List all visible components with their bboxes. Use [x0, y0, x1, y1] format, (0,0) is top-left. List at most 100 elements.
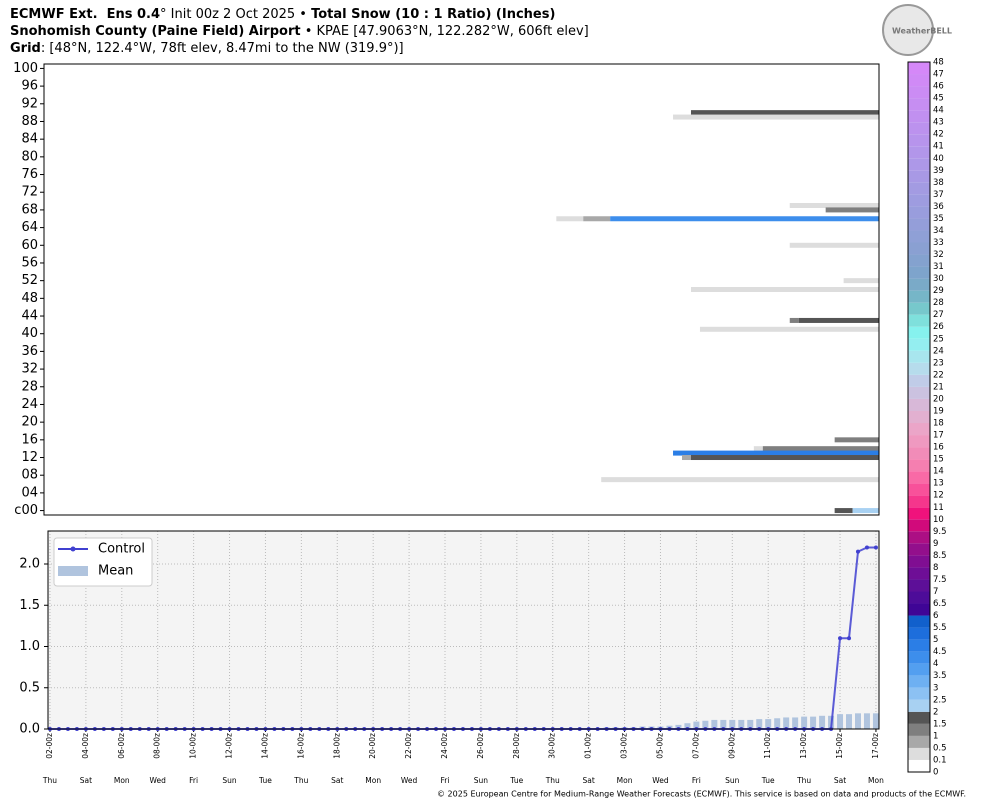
member-bar: [556, 216, 584, 222]
x-tick-label: 11-00z: [763, 733, 772, 759]
colorbar-bin: [908, 711, 930, 724]
y-tick-label: 1.5: [19, 598, 40, 613]
colorbar-label: 45: [933, 94, 944, 104]
mean-bar: [711, 719, 718, 729]
colorbar-bin: [908, 134, 930, 147]
colorbar-bin: [908, 254, 930, 267]
colorbar-bin: [908, 194, 930, 207]
x-tick-label: 09-00z: [727, 733, 736, 759]
header-text: ° Init 00z 2 Oct 2025 •: [160, 7, 312, 22]
mean-bar: [819, 715, 826, 729]
member-bar: [690, 287, 879, 292]
colorbar-bin: [908, 218, 930, 231]
mean-bar: [774, 718, 781, 729]
x-day-label: Sat: [582, 776, 594, 785]
colorbar-label: 44: [933, 106, 944, 116]
colorbar-label: 31: [933, 262, 944, 272]
x-tick-label: 17-00z: [871, 733, 880, 759]
colorbar-label: 27: [933, 310, 944, 320]
y-tick-label: 88: [21, 114, 38, 129]
x-tick-label: 28-00z: [512, 733, 521, 759]
colorbar-label: 42: [933, 130, 944, 140]
member-bar: [852, 508, 879, 514]
colorbar-bin: [908, 663, 930, 676]
colorbar-label: 20: [933, 394, 944, 404]
plot-area: [48, 531, 879, 729]
x-day-label: Thu: [293, 776, 308, 785]
colorbar-bin: [908, 158, 930, 171]
colorbar-label: 35: [933, 214, 944, 224]
colorbar-label: 9: [933, 539, 938, 549]
x-day-label: Mon: [365, 776, 381, 785]
colorbar-label: 4: [933, 659, 938, 669]
colorbar-label: 48: [933, 58, 944, 68]
member-bar: [690, 455, 879, 461]
colorbar-label: 30: [933, 274, 944, 284]
y-tick-label: 48: [21, 291, 38, 306]
colorbar-label: 18: [933, 419, 944, 429]
y-tick-label: 76: [21, 167, 38, 182]
colorbar-label: 39: [933, 166, 944, 176]
y-tick-label: 64: [21, 220, 38, 235]
x-day-label: Wed: [150, 776, 167, 785]
x-day-label: Sat: [80, 776, 92, 785]
colorbar-bin: [908, 350, 930, 363]
mean-bar: [783, 717, 790, 729]
colorbar-label: 2.5: [933, 695, 947, 705]
colorbar-label: 4.5: [933, 647, 947, 657]
x-tick-label: 18-00z: [332, 733, 341, 759]
x-tick-label: 20-00z: [368, 733, 377, 759]
x-day-label: Sat: [331, 776, 343, 785]
colorbar-label: 46: [933, 82, 944, 92]
y-tick-label: 2.0: [19, 557, 40, 572]
legend-dot: [70, 546, 76, 552]
colorbar-label: 5: [933, 635, 938, 645]
colorbar-label: 11: [933, 503, 944, 513]
mean-bar: [854, 713, 861, 729]
mean-bar: [702, 720, 709, 729]
colorbar-bin: [908, 471, 930, 484]
y-tick-label: 1.0: [19, 639, 40, 654]
colorbar-bin: [908, 639, 930, 652]
colorbar-label: 12: [933, 491, 944, 501]
colorbar-bin: [908, 266, 930, 279]
x-day-label: Mon: [114, 776, 130, 785]
colorbar-bin: [908, 759, 930, 772]
member-bar: [610, 216, 879, 222]
colorbar-label: 13: [933, 479, 944, 489]
y-tick-label: 68: [21, 202, 38, 217]
colorbar-bin: [908, 398, 930, 411]
colorbar-bin: [908, 579, 930, 592]
title: ECMWF Ext. Ens 0.4° Init 00z 2 Oct 2025 …: [10, 7, 555, 23]
colorbar-bin: [908, 483, 930, 496]
mean-bar: [792, 717, 799, 729]
colorbar-bin: [908, 687, 930, 700]
colorbar-bin: [908, 495, 930, 508]
colorbar-label: 37: [933, 190, 944, 200]
x-tick-label: 03-00z: [620, 733, 629, 759]
colorbar-bin: [908, 723, 930, 736]
mean-bar: [693, 721, 700, 729]
colorbar-bin: [908, 447, 930, 460]
colorbar-label: 40: [933, 154, 944, 164]
y-tick-label: 20: [21, 415, 38, 430]
colorbar-label: 25: [933, 334, 944, 344]
x-day-label: Fri: [692, 776, 701, 785]
mean-bar: [747, 719, 754, 729]
member-bar: [699, 326, 879, 332]
colorbar-bin: [908, 170, 930, 183]
control-point: [873, 545, 878, 550]
colorbar-bin: [908, 531, 930, 544]
x-day-label: Thu: [545, 776, 560, 785]
colorbar-label: 14: [933, 467, 944, 477]
member-bar: [690, 110, 879, 116]
y-tick-label: 52: [21, 273, 38, 288]
y-tick-label: 28: [21, 379, 38, 394]
x-day-label: Mon: [868, 776, 884, 785]
member-bar: [762, 446, 879, 452]
x-tick-label: 16-00z: [296, 733, 305, 759]
colorbar-label: 28: [933, 298, 944, 308]
colorbar-bin: [908, 735, 930, 748]
member-bar: [583, 216, 611, 222]
